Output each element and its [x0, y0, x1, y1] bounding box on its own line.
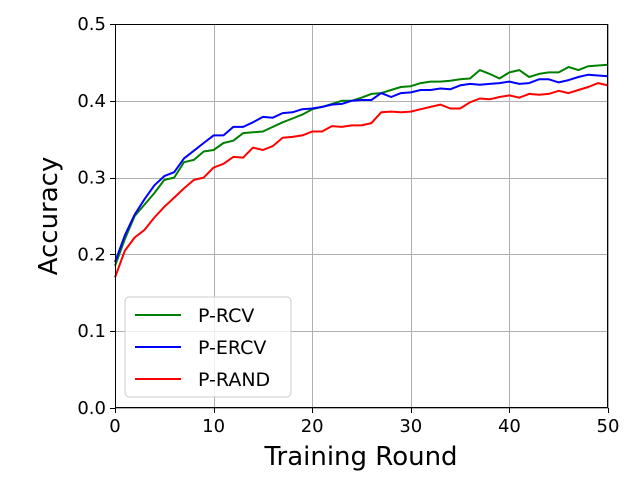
y-tick-label: 0.0 — [77, 398, 106, 419]
legend-label-p-rand: P-RAND — [198, 369, 270, 391]
x-tick-label: 30 — [399, 416, 422, 437]
y-tick-label: 0.4 — [77, 91, 106, 112]
plot-frame — [115, 24, 608, 408]
x-tick-label: 20 — [301, 416, 324, 437]
y-tick-label: 0.2 — [77, 244, 106, 265]
x-tick-label: 10 — [202, 416, 225, 437]
legend: P-RCV P-ERCV P-RAND — [124, 296, 292, 398]
x-axis-title: Training Round — [263, 442, 457, 472]
series-line-p-ercv — [114, 73, 609, 263]
x-tick-label: 50 — [597, 416, 620, 437]
series-line-p-rand — [114, 82, 609, 278]
x-tick-label: 40 — [498, 416, 521, 437]
legend-box — [124, 296, 292, 398]
y-tick-label: 0.3 — [77, 168, 106, 189]
y-tick-label: 0.5 — [77, 14, 106, 35]
legend-label-p-ercv: P-ERCV — [198, 337, 266, 359]
series-line-p-rcv — [114, 63, 609, 267]
x-tick-label: 0 — [109, 416, 120, 437]
legend-label-p-rcv: P-RCV — [198, 305, 254, 327]
series-layer — [114, 63, 609, 278]
ticks — [110, 24, 609, 413]
y-axis-title: Accuracy — [34, 157, 64, 276]
tick-labels: 0 10 20 30 40 50 0.0 0.1 0.2 0.3 0.4 0.5 — [77, 14, 619, 437]
y-tick-label: 0.1 — [77, 321, 106, 342]
